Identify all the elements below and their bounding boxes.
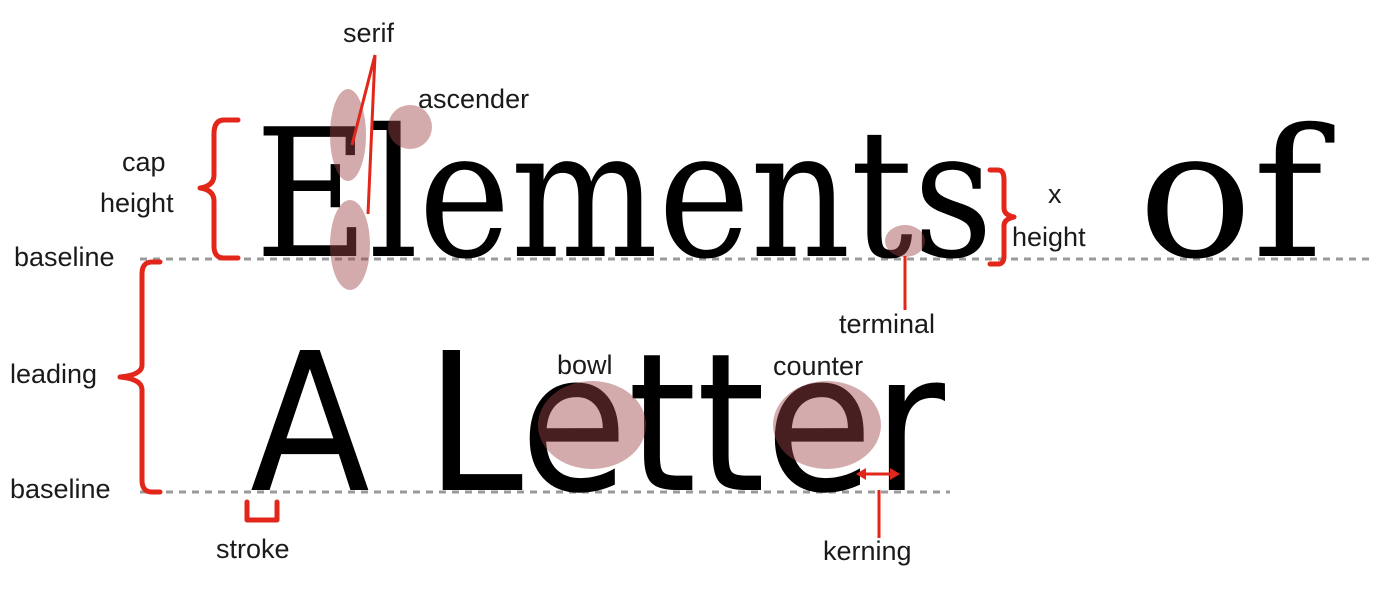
label-counter: counter — [773, 351, 863, 381]
headline-elements: Elements — [255, 91, 993, 298]
label-x: x — [1048, 179, 1062, 209]
label-cap-height: height — [100, 188, 174, 218]
label-leading: leading — [10, 359, 97, 389]
label-kerning: kerning — [823, 536, 912, 566]
bowl-highlight — [538, 381, 646, 469]
label-baseline-bottom: baseline — [10, 474, 111, 504]
kerning-arrowhead-left — [856, 468, 866, 480]
label-cap: cap — [122, 147, 166, 177]
serif-pointer — [350, 54, 377, 215]
headline-a-letter: A Letter — [250, 313, 945, 536]
serif-highlight-top — [330, 89, 366, 181]
terminal-highlight — [885, 225, 925, 257]
ascender-highlight — [388, 105, 432, 149]
label-terminal: terminal — [839, 309, 935, 339]
headline-of: of — [1138, 91, 1335, 298]
label-serif: serif — [343, 18, 395, 48]
label-stroke: stroke — [216, 534, 290, 564]
label-x-height: height — [1012, 222, 1086, 252]
label-bowl: bowl — [557, 350, 613, 380]
cap-height-bracket — [197, 117, 241, 261]
label-ascender: ascender — [418, 84, 529, 114]
x-height-bracket — [987, 167, 1017, 267]
counter-highlight — [773, 381, 881, 469]
kerning-arrowhead-right — [890, 468, 900, 480]
label-baseline-top: baseline — [14, 242, 115, 272]
leading-bracket — [117, 259, 163, 495]
stroke-bracket — [244, 499, 280, 523]
serif-highlight-bottom — [330, 200, 370, 290]
